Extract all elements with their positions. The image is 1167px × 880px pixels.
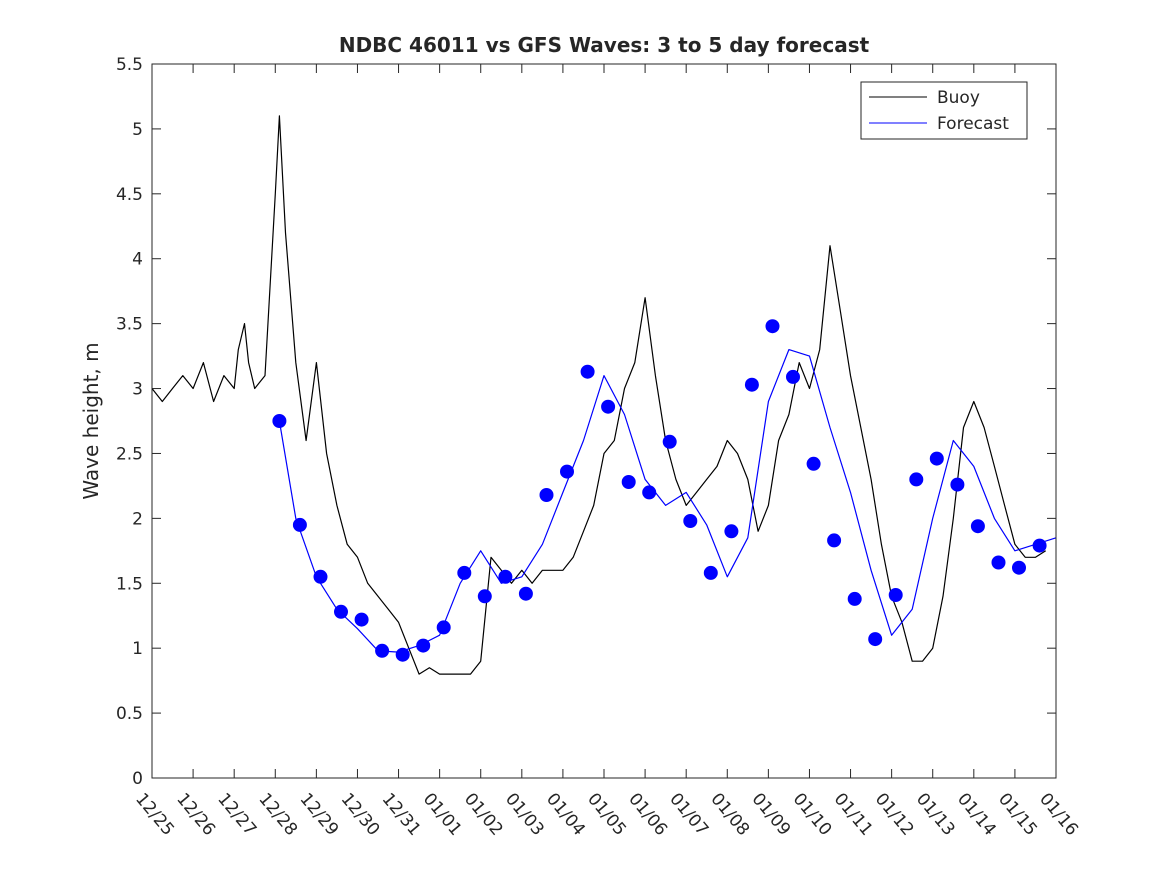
forecast-marker [765,319,780,334]
legend: Buoy Forecast [860,81,1028,140]
y-tick-labels: 0 0.5 1 1.5 2 2.5 3 3.5 4 4.5 5 5.5 [116,55,143,789]
forecast-marker [457,565,472,580]
y-tick-label: 1.5 [116,574,143,594]
y-tick-label: 2.5 [116,444,143,464]
forecast-marker [683,514,698,528]
y-tick-label: 0 [132,769,143,789]
forecast-marker [272,414,287,428]
y-tick-label: 4 [132,250,143,270]
forecast-marker [334,604,348,619]
forecast-marker [827,533,842,548]
series-layer [151,115,1057,675]
forecast-marker [560,464,574,479]
y-tick-label: 4.5 [116,185,143,205]
forecast-marker [580,364,595,379]
forecast-marker [395,647,410,662]
legend-box [860,81,1028,140]
forecast-marker [416,638,431,653]
forecast-marker [950,477,965,492]
chart-title: NDBC 46011 vs GFS Waves: 3 to 5 day fore… [339,33,870,57]
y-tick-label: 3.5 [116,315,143,335]
legend-buoy-label: Buoy [937,88,980,108]
forecast-marker [970,519,985,534]
forecast-marker [929,451,944,466]
forecast-marker [786,369,800,384]
axis-ticks [151,63,1057,779]
legend-forecast-label: Forecast [937,114,1009,134]
forecast-marker [354,612,369,627]
forecast-marker [539,488,554,502]
y-tick-label: 3 [132,380,143,400]
forecast-marker [724,524,739,539]
forecast-marker [436,620,451,635]
forecast-marker [292,517,307,532]
y-tick-label: 0.5 [116,704,143,724]
forecast-marker [642,485,657,500]
forecast-marker [1032,538,1047,553]
forecast-marker [662,434,677,449]
forecast-marker [313,569,328,584]
y-tick-label: 1 [132,639,143,659]
forecast-marker [601,399,616,414]
forecast-marker [703,565,718,580]
forecast-marker [498,569,513,584]
plot-frame [151,63,1057,779]
y-tick-label: 2 [132,509,143,529]
forecast-marker [518,586,533,601]
forecast-marker [806,456,821,471]
forecast-marker [991,555,1006,570]
y-axis-label: Wave height, m [79,342,103,499]
forecast-marker [477,589,492,604]
forecast-marker [1012,560,1026,575]
forecast-marker [621,475,636,489]
forecast-marker [909,472,924,487]
forecast-marker [868,632,883,647]
forecast-marker [744,377,759,392]
forecast-marker [847,591,862,606]
forecast-marker [375,643,390,658]
forecast-marker [888,588,903,602]
y-tick-label: 5.5 [116,55,143,75]
y-tick-label: 5 [132,120,143,140]
